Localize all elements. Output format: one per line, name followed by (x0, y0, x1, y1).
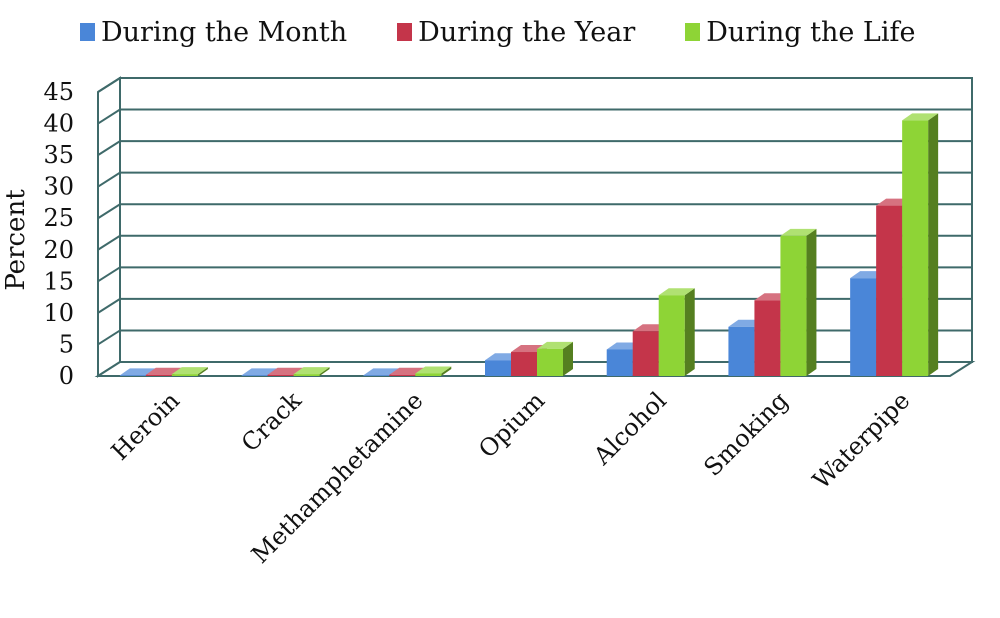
legend-swatch-life (685, 23, 701, 41)
bars (119, 113, 939, 377)
y-tick-label: 10 (43, 299, 74, 327)
gridline (97, 77, 972, 93)
legend-item-year: During the Year (397, 17, 635, 48)
bar-smoking-2 (780, 228, 817, 376)
y-tick-label: 20 (43, 236, 74, 264)
gridline (97, 203, 972, 220)
gridline (97, 171, 972, 188)
legend-label-year: During the Year (418, 16, 636, 48)
x-tick-label: Opium (473, 386, 550, 463)
legend-swatch-year (397, 23, 413, 41)
bar-opium-2 (537, 341, 573, 376)
y-axis-title: Percent (1, 189, 31, 291)
y-tick-label: 15 (43, 267, 74, 295)
legend-swatch-month (80, 23, 95, 41)
gridline (97, 266, 972, 283)
bar-methamphetamine-2 (415, 366, 452, 376)
chart-legend: During the Month During the Year During … (80, 10, 915, 54)
y-tick-label: 35 (43, 141, 74, 169)
y-tick-label: 40 (43, 110, 74, 138)
x-tick-label: Waterpipe (807, 386, 915, 494)
bar-heroin-2 (171, 367, 208, 376)
y-tick-label: 5 (59, 330, 74, 358)
x-tick-label: Smoking (698, 386, 793, 481)
bar-crack-2 (293, 367, 330, 376)
y-tick-label: 25 (43, 204, 74, 232)
bar-waterpipe-2 (902, 113, 939, 377)
side-wall (97, 76, 121, 378)
x-tick-label: Heroin (106, 386, 185, 465)
y-tick-label: 30 (43, 173, 74, 201)
back-wall (119, 77, 973, 363)
legend-item-month: During the Month (80, 17, 347, 48)
y-tick-label: 0 (59, 362, 74, 390)
legend-label-life: During the Life (706, 16, 916, 48)
gridline (97, 234, 972, 251)
bar-alcohol-2 (658, 288, 695, 376)
y-tick-label: 45 (43, 78, 74, 106)
x-tick-label: Alcohol (587, 386, 671, 470)
legend-item-life: During the Life (685, 17, 915, 48)
y-axis-ticks: 0 5 10 15 20 25 30 35 40 45 (43, 78, 74, 390)
legend-label-month: During the Month (101, 16, 348, 48)
gridline (97, 140, 972, 156)
gridline (97, 108, 972, 125)
x-tick-label: Crack (236, 386, 307, 457)
